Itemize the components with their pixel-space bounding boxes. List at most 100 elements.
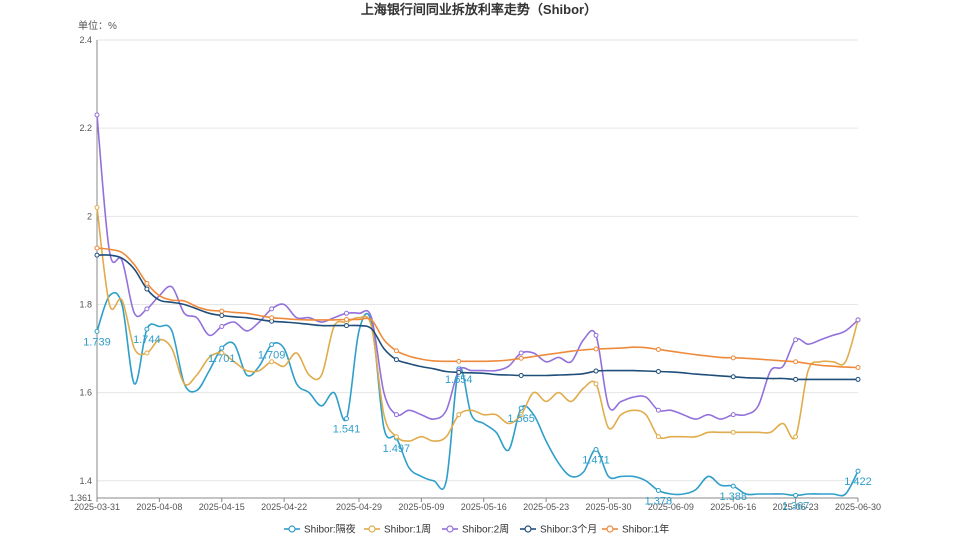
data-point (344, 416, 350, 422)
data-point (655, 434, 661, 440)
data-point (144, 280, 150, 286)
x-tick-label: 2025-06-16 (710, 502, 756, 512)
legend-swatch-marker (288, 525, 296, 533)
data-point (144, 350, 150, 356)
x-tick-label: 2025-04-22 (261, 502, 307, 512)
data-point (393, 412, 399, 418)
data-point (144, 326, 150, 332)
legend-swatch-marker (606, 525, 614, 533)
legend-swatch-marker (524, 525, 532, 533)
y-tick-label: 1.6 (79, 388, 92, 398)
data-labels: 1.739 1.744 1.701 1.709 1.541 1.497 1.654 1.565… (83, 334, 872, 512)
legend-item[interactable]: Shibor:隔夜 (284, 523, 356, 536)
data-point (655, 346, 661, 352)
series-line (96, 247, 859, 369)
data-point (269, 359, 275, 365)
data-label: 1.654 (445, 374, 473, 386)
x-axis-ticks: 2025-03-31 2025-04-08 2025-04-15 2025-04-22… (74, 498, 881, 512)
data-point (269, 306, 275, 312)
data-point (518, 350, 524, 356)
data-label: 1.744 (133, 334, 161, 346)
x-tick-label: 2025-05-16 (461, 502, 507, 512)
data-point (94, 112, 100, 118)
data-point (730, 355, 736, 361)
data-label: 1.367 (782, 500, 810, 512)
data-point (593, 368, 599, 374)
data-point (393, 357, 399, 363)
data-point (593, 332, 599, 338)
x-tick-label: 2025-06-30 (835, 502, 881, 512)
data-point (655, 407, 661, 413)
y-tick-label: 1.8 (79, 299, 92, 309)
x-tick-label: 2025-05-30 (585, 502, 631, 512)
legend-item[interactable]: Shibor:1周 (364, 524, 431, 536)
data-point (344, 316, 350, 322)
data-point (793, 337, 799, 343)
series-line (96, 291, 859, 497)
y-tick-label: 1.361 (69, 493, 92, 503)
legend-label: Shibor:2周 (462, 524, 509, 536)
data-point (219, 308, 225, 314)
legend-swatch-marker (368, 525, 376, 533)
data-label: 1.388 (719, 491, 747, 503)
legend-swatch-marker (446, 525, 454, 533)
data-point (793, 376, 799, 382)
data-point (518, 405, 524, 411)
x-tick-label: 2025-04-08 (136, 502, 182, 512)
y-axis-ticks: 1.361 1.4 1.6 1.8 2 2.2 2.4 (69, 35, 92, 503)
data-label: 1.541 (333, 424, 361, 436)
data-point (94, 252, 100, 258)
data-point (456, 369, 462, 375)
data-label: 1.709 (258, 350, 286, 362)
x-tick-label: 2025-05-23 (523, 502, 569, 512)
data-point (219, 350, 225, 356)
data-point (456, 412, 462, 418)
data-label: 1.739 (83, 336, 111, 348)
series-line (96, 207, 859, 442)
data-point (393, 434, 399, 440)
y-tick-label: 2.2 (79, 123, 92, 133)
data-point (855, 317, 861, 323)
legend-item[interactable]: Shibor:3个月 (520, 524, 597, 536)
data-point (144, 286, 150, 292)
data-point (518, 372, 524, 378)
data-point (855, 376, 861, 382)
grid-lines (97, 39, 858, 499)
data-point (655, 368, 661, 374)
data-point (793, 359, 799, 365)
series-lines (94, 112, 861, 498)
x-tick-label: 2025-04-29 (336, 502, 382, 512)
data-point (344, 310, 350, 316)
data-point (344, 323, 350, 329)
data-point (793, 492, 799, 498)
data-label: 1.378 (645, 496, 673, 508)
legend-label: Shibor:1周 (384, 524, 431, 536)
data-label: 1.471 (582, 455, 610, 467)
data-point (855, 468, 861, 474)
data-point (793, 434, 799, 440)
data-point (730, 429, 736, 435)
data-point (144, 306, 150, 312)
data-point (219, 313, 225, 319)
data-point (393, 348, 399, 354)
y-tick-label: 2.4 (79, 35, 92, 45)
data-point (518, 355, 524, 361)
data-point (593, 381, 599, 387)
chart-title: 上海银行间同业拆放利率走势（Shibor） (361, 2, 597, 17)
data-point (518, 412, 524, 418)
x-tick-label: 2025-05-09 (398, 502, 444, 512)
data-point (730, 374, 736, 380)
data-point (730, 483, 736, 489)
data-point (855, 365, 861, 371)
legend-item[interactable]: Shibor:1年 (602, 523, 669, 536)
data-label: 1.565 (507, 413, 535, 425)
legend-item[interactable]: Shibor:2周 (442, 524, 509, 536)
legend-label: Shibor:隔夜 (304, 523, 356, 536)
data-point (219, 324, 225, 330)
legend[interactable]: Shibor:隔夜 Shibor:1周 Shibor:2周 Shibor:3个月 Shi… (284, 523, 669, 536)
x-tick-label: 2025-06-09 (648, 502, 694, 512)
data-point (593, 447, 599, 453)
data-label: 1.497 (383, 443, 411, 455)
data-point (269, 342, 275, 348)
